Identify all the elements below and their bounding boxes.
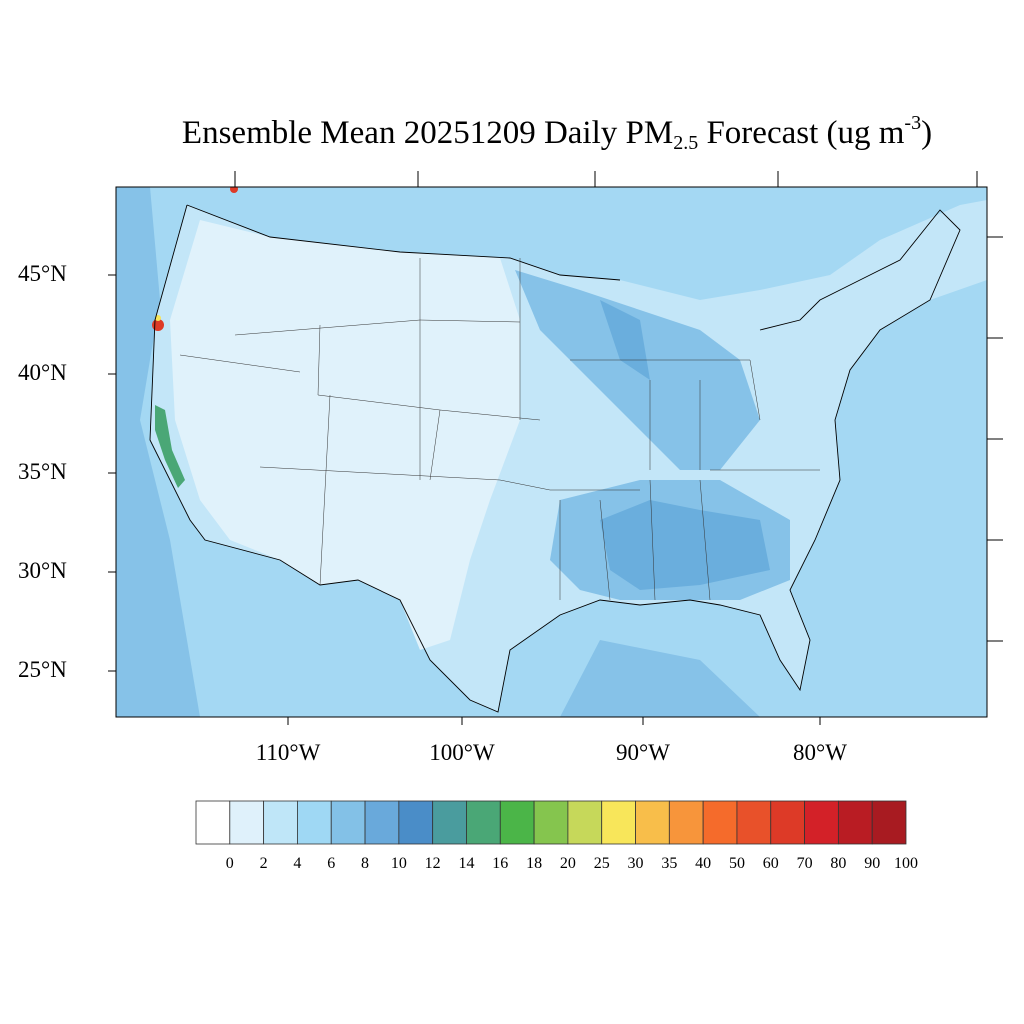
- colorbar-swatch: [871, 800, 907, 845]
- california-central-valley-hotspot: [155, 405, 185, 488]
- map-title: Ensemble Mean 20251209 Daily PM2.5 Forec…: [181, 112, 933, 154]
- colorbar-swatch: [736, 800, 772, 845]
- colorbar-label: 35: [661, 855, 678, 872]
- colorbar-swatch: [668, 800, 704, 845]
- colorbar-label: 70: [796, 855, 813, 872]
- canada-hotspot: [230, 187, 238, 193]
- colorbar-label: 18: [526, 855, 543, 872]
- colorbar-swatch: [229, 800, 265, 845]
- lon-label: 80°W: [793, 740, 847, 765]
- coastal-ocean-darker: [116, 187, 760, 717]
- colorbar-swatch: [601, 800, 636, 845]
- axis-ticks: [108, 171, 1003, 725]
- colorbar-swatch: [770, 800, 805, 845]
- colorbar-swatch: [432, 800, 467, 845]
- south-moderate-region: [600, 300, 770, 590]
- colorbar-label: 60: [762, 855, 779, 872]
- colorbar-label: 6: [327, 855, 336, 872]
- colorbar-swatch: [533, 800, 569, 845]
- colorbar-swatch: [195, 800, 231, 845]
- colorbar-label: 50: [728, 855, 745, 872]
- lat-label: 30°N: [18, 558, 67, 583]
- colorbar-label: 100: [894, 855, 918, 872]
- western-low-pm-region: [170, 220, 520, 650]
- colorbar-swatch: [567, 800, 603, 845]
- colorbar-swatch: [297, 800, 332, 845]
- colorbar-label: 25: [593, 855, 610, 872]
- colorbar-label: 2: [259, 855, 268, 872]
- colorbar-swatch: [837, 800, 873, 845]
- colorbar-label: 20: [559, 855, 576, 872]
- colorbar-swatch: [499, 800, 535, 845]
- colorbar-label: 12: [424, 855, 441, 872]
- oregon-hotspot-edge: [155, 315, 161, 321]
- colorbar-label: 16: [492, 855, 509, 872]
- lon-label: 90°W: [616, 740, 670, 765]
- lat-label: 45°N: [18, 261, 67, 286]
- colorbar-swatch: [635, 800, 670, 845]
- colorbar-label: 8: [361, 855, 370, 872]
- colorbar-label: 14: [458, 855, 475, 872]
- colorbar-label: 30: [627, 855, 644, 872]
- colorbar-label: 80: [830, 855, 847, 872]
- colorbar-label: 90: [864, 855, 881, 872]
- colorbar-swatch: [702, 800, 738, 845]
- colorbar: [195, 800, 907, 845]
- lon-label: 110°W: [255, 740, 321, 765]
- colorbar-label: 0: [225, 855, 234, 872]
- us-outline: [149, 204, 961, 713]
- lat-label: 25°N: [18, 657, 67, 682]
- colorbar-swatch: [466, 800, 501, 845]
- state-borders: [179, 258, 820, 601]
- colorbar-label: 4: [293, 855, 302, 872]
- colorbar-swatch: [330, 800, 366, 845]
- map-frame: [115, 186, 988, 718]
- colorbar-swatch: [398, 800, 434, 845]
- lon-label: 100°W: [429, 740, 495, 765]
- colorbar-label: 10: [390, 855, 407, 872]
- colorbar-swatch: [364, 800, 400, 845]
- lat-label: 35°N: [18, 459, 67, 484]
- colorbar-swatch: [263, 800, 298, 845]
- colorbar-label: 40: [695, 855, 712, 872]
- colorbar-swatch: [804, 800, 839, 845]
- lat-label: 40°N: [18, 360, 67, 385]
